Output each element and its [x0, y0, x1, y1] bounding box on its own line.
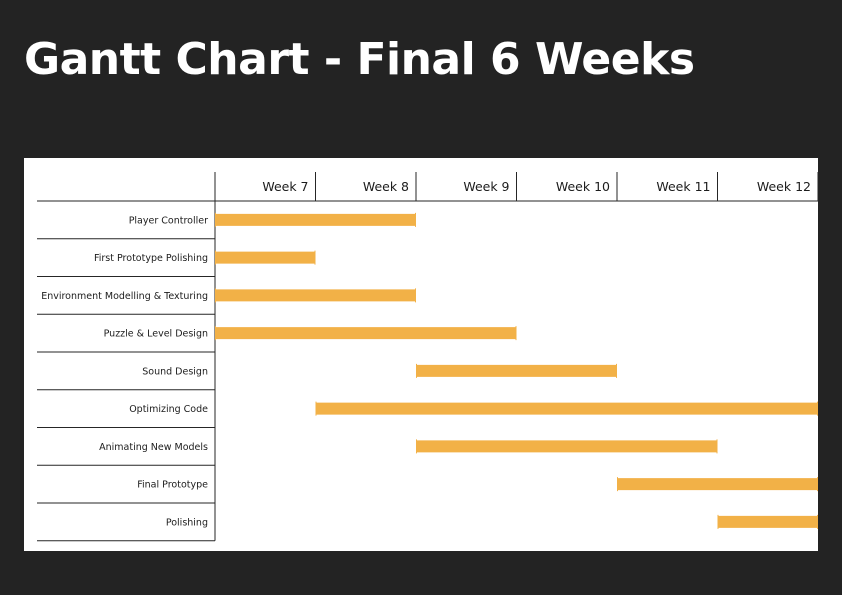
week-header-label: Week 10	[556, 179, 610, 194]
week-header-label: Week 11	[656, 179, 710, 194]
gantt-bar	[717, 515, 818, 528]
task-label: Environment Modelling & Texturing	[41, 291, 208, 302]
gantt-bar	[416, 364, 617, 377]
gantt-bar	[215, 327, 517, 340]
task-label: Puzzle & Level Design	[104, 329, 208, 340]
task-label: Sound Design	[142, 366, 208, 377]
week-header-label: Week 8	[363, 179, 409, 194]
page-title: Gantt Chart - Final 6 Weeks	[24, 34, 695, 85]
task-label: Final Prototype	[137, 480, 208, 491]
gantt-bar	[215, 289, 416, 302]
week-header-label: Week 12	[757, 179, 811, 194]
gantt-bar	[617, 478, 818, 491]
gantt-bar	[215, 213, 416, 226]
gantt-bar	[315, 402, 818, 415]
task-label: First Prototype Polishing	[94, 253, 208, 264]
task-label: Player Controller	[129, 215, 208, 226]
week-header-label: Week 7	[262, 179, 308, 194]
task-label: Polishing	[166, 517, 208, 528]
week-header-label: Week 9	[463, 179, 509, 194]
task-label: Animating New Models	[99, 442, 208, 453]
gantt-bar	[215, 251, 316, 264]
gantt-bar	[416, 440, 718, 453]
task-label: Optimizing Code	[129, 404, 208, 415]
